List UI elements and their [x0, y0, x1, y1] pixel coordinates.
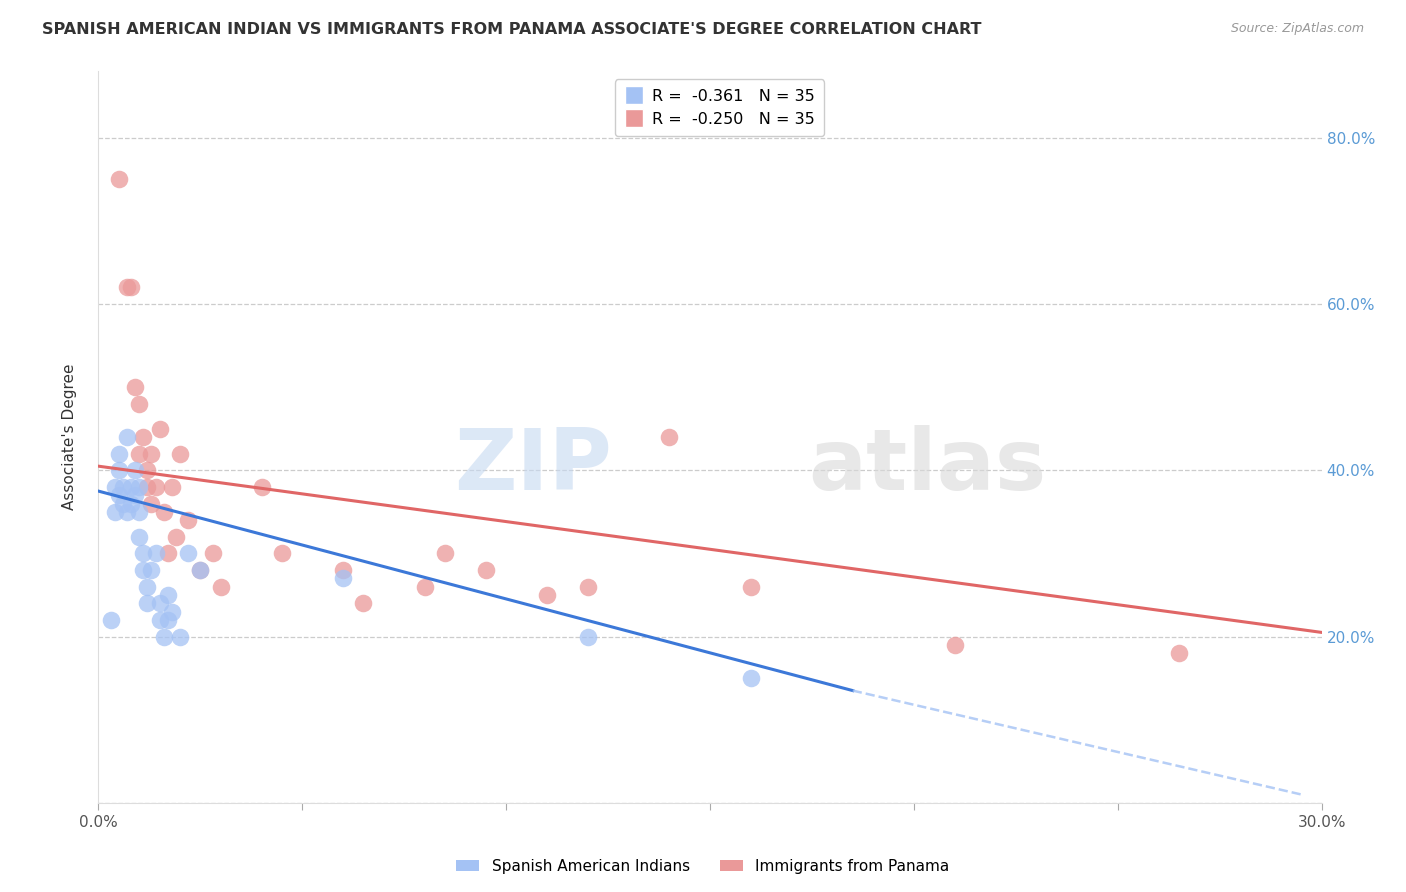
Point	[128, 480, 150, 494]
Point	[124, 463, 146, 477]
Point	[132, 546, 155, 560]
Point	[169, 447, 191, 461]
Point	[141, 563, 163, 577]
Point	[111, 497, 134, 511]
Point	[160, 480, 183, 494]
Point	[156, 588, 179, 602]
Point	[177, 546, 200, 560]
Legend: Spanish American Indians, Immigrants from Panama: Spanish American Indians, Immigrants fro…	[450, 853, 956, 880]
Text: ZIP: ZIP	[454, 425, 612, 508]
Point	[332, 571, 354, 585]
Point	[128, 397, 150, 411]
Point	[115, 505, 138, 519]
Point	[1167, 646, 1189, 660]
Point	[474, 563, 498, 577]
Point	[111, 480, 134, 494]
Point	[128, 530, 150, 544]
Point	[141, 497, 163, 511]
Point	[270, 546, 294, 560]
Point	[740, 671, 762, 685]
Point	[120, 497, 142, 511]
Point	[160, 605, 183, 619]
Legend: R =  -0.361   N = 35, R =  -0.250   N = 35: R = -0.361 N = 35, R = -0.250 N = 35	[616, 79, 824, 136]
Point	[145, 546, 167, 560]
Point	[413, 580, 436, 594]
Point	[100, 613, 122, 627]
Point	[149, 596, 172, 610]
Point	[169, 630, 191, 644]
Point	[124, 488, 146, 502]
Point	[943, 638, 966, 652]
Point	[188, 563, 212, 577]
Point	[536, 588, 558, 602]
Point	[177, 513, 200, 527]
Point	[115, 430, 138, 444]
Point	[434, 546, 457, 560]
Text: Source: ZipAtlas.com: Source: ZipAtlas.com	[1230, 22, 1364, 36]
Text: atlas: atlas	[808, 425, 1046, 508]
Point	[149, 422, 172, 436]
Point	[136, 463, 159, 477]
Point	[352, 596, 374, 610]
Point	[128, 447, 150, 461]
Point	[108, 172, 131, 186]
Point	[141, 447, 163, 461]
Point	[128, 505, 150, 519]
Point	[145, 480, 167, 494]
Point	[115, 280, 138, 294]
Point	[108, 463, 131, 477]
Point	[136, 596, 159, 610]
Point	[104, 505, 127, 519]
Point	[136, 480, 159, 494]
Point	[152, 505, 174, 519]
Y-axis label: Associate's Degree: Associate's Degree	[62, 364, 77, 510]
Point	[576, 580, 599, 594]
Point	[250, 480, 273, 494]
Point	[188, 563, 212, 577]
Point	[108, 447, 131, 461]
Point	[132, 430, 155, 444]
Point	[149, 613, 172, 627]
Point	[209, 580, 232, 594]
Point	[201, 546, 224, 560]
Point	[658, 430, 681, 444]
Point	[120, 280, 142, 294]
Point	[136, 580, 159, 594]
Point	[156, 546, 179, 560]
Point	[165, 530, 187, 544]
Point	[132, 563, 155, 577]
Point	[740, 580, 762, 594]
Point	[120, 480, 142, 494]
Point	[152, 630, 174, 644]
Point	[124, 380, 146, 394]
Point	[576, 630, 599, 644]
Point	[332, 563, 354, 577]
Text: SPANISH AMERICAN INDIAN VS IMMIGRANTS FROM PANAMA ASSOCIATE'S DEGREE CORRELATION: SPANISH AMERICAN INDIAN VS IMMIGRANTS FR…	[42, 22, 981, 37]
Point	[104, 480, 127, 494]
Point	[156, 613, 179, 627]
Point	[108, 488, 131, 502]
